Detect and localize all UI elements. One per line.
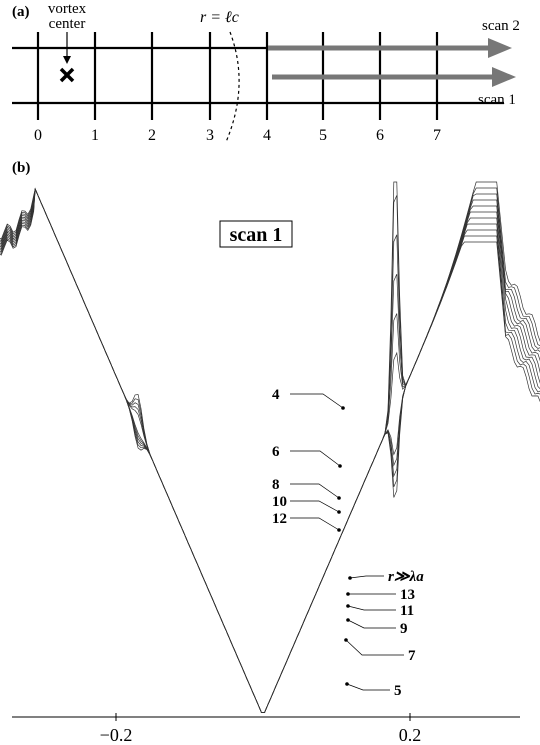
- panel-b-label: (b): [12, 160, 30, 176]
- curve-leader-dot: [341, 406, 345, 410]
- curve-leader-dot: [337, 496, 341, 500]
- curve-label: 8: [272, 477, 280, 493]
- vortex-label-2: center: [49, 16, 86, 32]
- scan1-label: scan 1: [478, 92, 516, 108]
- curve-leader-line: [349, 575, 384, 579]
- curve-leader-dot: [337, 510, 341, 514]
- curve-leader-line: [290, 500, 340, 513]
- curve-label: r≫λa: [388, 569, 424, 585]
- x-tick-label: 0.2: [399, 725, 422, 745]
- curve-leader-line: [290, 517, 340, 531]
- scan-box-label: scan 1: [230, 224, 283, 246]
- site-label: 6: [376, 127, 384, 144]
- curve-label: 5: [394, 683, 402, 699]
- site-label: 5: [319, 127, 327, 144]
- curve-leader-dot: [346, 618, 350, 622]
- curve-leader-line: [345, 639, 404, 656]
- panel-a: (a) 0 1 2 3 4 5 6 7 vortex center r = ℓc scan 2…: [12, 1, 520, 144]
- curve-label: 6: [272, 444, 280, 460]
- site-labels: 0 1 2 3 4 5 6 7: [34, 127, 441, 144]
- curve-leader-dot: [344, 638, 348, 642]
- spectrum-curve: [0, 187, 540, 713]
- curve-leader-dot: [345, 682, 349, 686]
- scan2-label: scan 2: [482, 18, 520, 34]
- panel-a-label: (a): [12, 4, 30, 20]
- x-tick-label: −0.2: [100, 725, 133, 745]
- x-mark-icon: [59, 67, 75, 83]
- scan1-arrow-head: [492, 67, 516, 87]
- curve-label: 7: [408, 648, 416, 664]
- scan2-arrow-head: [488, 38, 512, 58]
- site-label: 7: [433, 127, 441, 144]
- spectrum-curve: [0, 187, 540, 713]
- site-label: 4: [263, 127, 271, 144]
- spectrum-curve: [0, 188, 540, 713]
- curve-label: 9: [400, 621, 408, 637]
- spectrum-curve: [0, 187, 540, 713]
- curve-leader-dot: [346, 604, 350, 608]
- curve-label: 11: [400, 603, 414, 619]
- spectrum-curve: [0, 188, 540, 713]
- spectrum-curve: [0, 187, 540, 713]
- spectrum-curve: [0, 188, 540, 713]
- curve-leader-dot: [338, 464, 342, 468]
- vortex-arrow-head: [63, 56, 71, 64]
- curve-leader-dot: [346, 592, 350, 596]
- curve-label: 10: [272, 494, 287, 510]
- coherence-radius-arc: [225, 31, 240, 143]
- spectrum-curve: [0, 188, 540, 713]
- curve-leader-dot: [348, 576, 352, 580]
- curve-leader-line: [290, 450, 341, 467]
- curve-label: 12: [272, 511, 287, 527]
- x-axis-ticks: −0.4−0.20.20.4: [100, 713, 422, 745]
- vortex-label: vortex: [48, 1, 87, 17]
- curve-leader-line: [290, 393, 344, 409]
- site-label: 0: [34, 127, 42, 144]
- radius-label: r = ℓc: [200, 9, 239, 26]
- site-label: 1: [91, 127, 99, 144]
- spectrum-curve: [0, 188, 540, 713]
- spectrum-curve: [0, 181, 540, 713]
- curve-leader-line: [347, 605, 396, 611]
- panel-b: (b) scan 1 −0.4−0.20.20.4 4681012r≫λa131…: [0, 160, 540, 745]
- site-label: 2: [148, 127, 156, 144]
- scan-box: [219, 220, 293, 248]
- curve-label: 13: [400, 587, 415, 603]
- spectra-curves: [0, 181, 540, 713]
- spectrum-curve: [0, 187, 540, 713]
- curve-leader-line: [290, 483, 340, 499]
- site-label: 3: [206, 127, 214, 144]
- curve-leader-line: [347, 619, 396, 629]
- curve-leader-line: [346, 683, 390, 691]
- curve-leader-dot: [337, 528, 341, 532]
- curve-label: 4: [272, 387, 280, 403]
